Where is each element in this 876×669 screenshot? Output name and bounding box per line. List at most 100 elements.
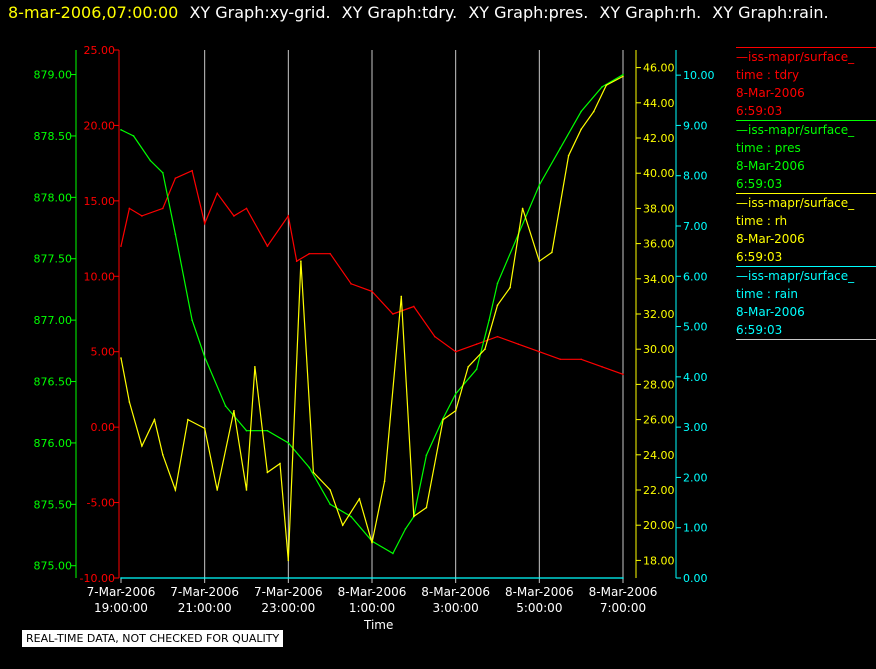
- series-tdry-point: [538, 350, 541, 353]
- legend-variable: time : rh: [736, 214, 788, 228]
- rh-tick-label: 38.00: [643, 202, 675, 215]
- series-pres-point: [392, 552, 394, 555]
- x-tick-label-date: 7-Mar-2006: [254, 585, 323, 599]
- series-rh-point: [538, 260, 541, 263]
- series-rh-point: [287, 559, 290, 562]
- rh-tick-label: 28.00: [643, 378, 675, 391]
- legend-line-name: —iss-mapr/surface_: [736, 196, 855, 210]
- series-pres-line: [120, 74, 624, 555]
- series-tdry-point: [454, 350, 457, 353]
- series-rh-point: [454, 410, 457, 412]
- series-rain-point: [120, 577, 122, 579]
- series-tdry-point: [475, 343, 478, 345]
- tdry-tick-label: 0.00: [91, 421, 116, 434]
- legend-line-name: —iss-mapr/surface_: [736, 269, 855, 283]
- rain-tick-label: 5.00: [683, 321, 708, 334]
- series-pres-point: [245, 429, 248, 432]
- x-tick-label-time: 5:00:00: [516, 601, 562, 615]
- series-rh-point: [279, 462, 281, 465]
- series-rh-point: [216, 489, 219, 491]
- series-rh-point: [442, 418, 444, 421]
- series-tdry-point: [580, 358, 582, 361]
- series-rh-point: [162, 454, 164, 456]
- rh-tick-label: 46.00: [643, 62, 675, 75]
- rain-tick-label: 10.00: [683, 69, 715, 82]
- graph-title-rh: XY Graph:rh.: [599, 3, 702, 22]
- rh-tick-label: 22.00: [643, 484, 675, 497]
- series-rh-point: [174, 489, 177, 491]
- series-tdry-point: [245, 207, 248, 210]
- pres-tick-label: 877.50: [34, 253, 73, 266]
- tdry-tick-label: -5.00: [87, 497, 115, 510]
- series-rh-point: [567, 154, 570, 157]
- rh-tick-label: 36.00: [643, 238, 675, 251]
- legend-date: 8-Mar-2006: [736, 159, 805, 173]
- series-rh-point: [312, 471, 315, 474]
- legend-entry-tdry: —iss-mapr/surface_ time : tdry 8-Mar-200…: [736, 47, 876, 120]
- tdry-tick-label: -10.00: [80, 572, 115, 585]
- series-pres-point: [224, 405, 227, 407]
- series-tdry-point: [295, 260, 298, 263]
- legend-line-name: —iss-mapr/surface_: [736, 123, 855, 137]
- series-tdry-point: [216, 192, 219, 195]
- legend-time: 6:59:03: [736, 177, 783, 191]
- series-tdry-point: [203, 222, 206, 225]
- legend-variable: time : rain: [736, 287, 799, 301]
- legend-time: 6:59:03: [736, 250, 783, 264]
- series-tdry-point: [174, 177, 177, 180]
- legend-date: 8-Mar-2006: [736, 232, 805, 246]
- series-tdry-point: [141, 215, 143, 217]
- series-rh-point: [622, 75, 624, 78]
- series-pres-point: [329, 503, 331, 506]
- tdry-tick-label: 10.00: [84, 270, 116, 283]
- series-pres-point: [425, 454, 428, 457]
- graph-title-rain: XY Graph:rain.: [712, 3, 829, 22]
- pres-tick-label: 878.00: [34, 191, 73, 204]
- series-tdry-point: [120, 245, 122, 247]
- legend-variable: time : pres: [736, 141, 801, 155]
- rain-tick-label: 2.00: [683, 471, 708, 484]
- legend-entry-rain: —iss-mapr/surface_ time : rain 8-Mar-200…: [736, 266, 876, 339]
- series-pres-point: [120, 129, 122, 131]
- rain-tick-label: 4.00: [683, 371, 708, 384]
- series-pres-point: [191, 319, 193, 321]
- legend-entry-pres: —iss-mapr/surface_ time : pres 8-Mar-200…: [736, 120, 876, 193]
- timestamp: 8-mar-2006,07:00:00: [8, 3, 179, 22]
- series-rh-point: [245, 489, 248, 491]
- rh-tick-label: 18.00: [643, 554, 675, 567]
- series-tdry-point: [266, 245, 269, 247]
- legend-variable: time : tdry: [736, 68, 800, 82]
- series-rh-point: [266, 471, 269, 474]
- rain-tick-label: 3.00: [683, 421, 708, 434]
- rain-tick-label: 6.00: [683, 270, 708, 283]
- header: 8-mar-2006,07:00:00 XY Graph:xy-grid. XY…: [8, 3, 829, 22]
- series-pres-point: [601, 86, 603, 88]
- series-tdry-point: [433, 335, 436, 338]
- series-rh-point: [233, 410, 235, 412]
- rh-tick-label: 44.00: [643, 97, 675, 110]
- series-rain-point: [622, 577, 624, 579]
- tdry-tick-label: 20.00: [84, 119, 116, 132]
- legend-time: 6:59:03: [736, 323, 783, 337]
- pres-tick-label: 876.00: [34, 437, 73, 450]
- series-tdry-point: [233, 215, 235, 217]
- x-axis-title: Time: [364, 618, 394, 632]
- series-rh-point: [383, 480, 386, 483]
- x-tick-label-time: 3:00:00: [433, 601, 479, 615]
- rh-tick-label: 40.00: [643, 167, 675, 180]
- series-rh-point: [341, 524, 344, 526]
- series-rh-point: [592, 110, 595, 113]
- pres-tick-label: 878.50: [34, 130, 73, 143]
- series-tdry-point: [128, 207, 131, 210]
- series-rh-point: [371, 542, 373, 544]
- series-pres-point: [496, 282, 499, 285]
- series-pres-point: [404, 528, 407, 530]
- legend-line-name: —iss-mapr/surface_: [736, 50, 855, 64]
- legend: —iss-mapr/surface_ time : tdry 8-Mar-200…: [736, 47, 876, 340]
- series-pres-point: [132, 135, 135, 137]
- pres-tick-label: 875.00: [34, 560, 73, 573]
- tdry-tick-label: 5.00: [91, 346, 116, 359]
- series-rh-point: [300, 260, 302, 263]
- series-rh-point: [141, 445, 143, 447]
